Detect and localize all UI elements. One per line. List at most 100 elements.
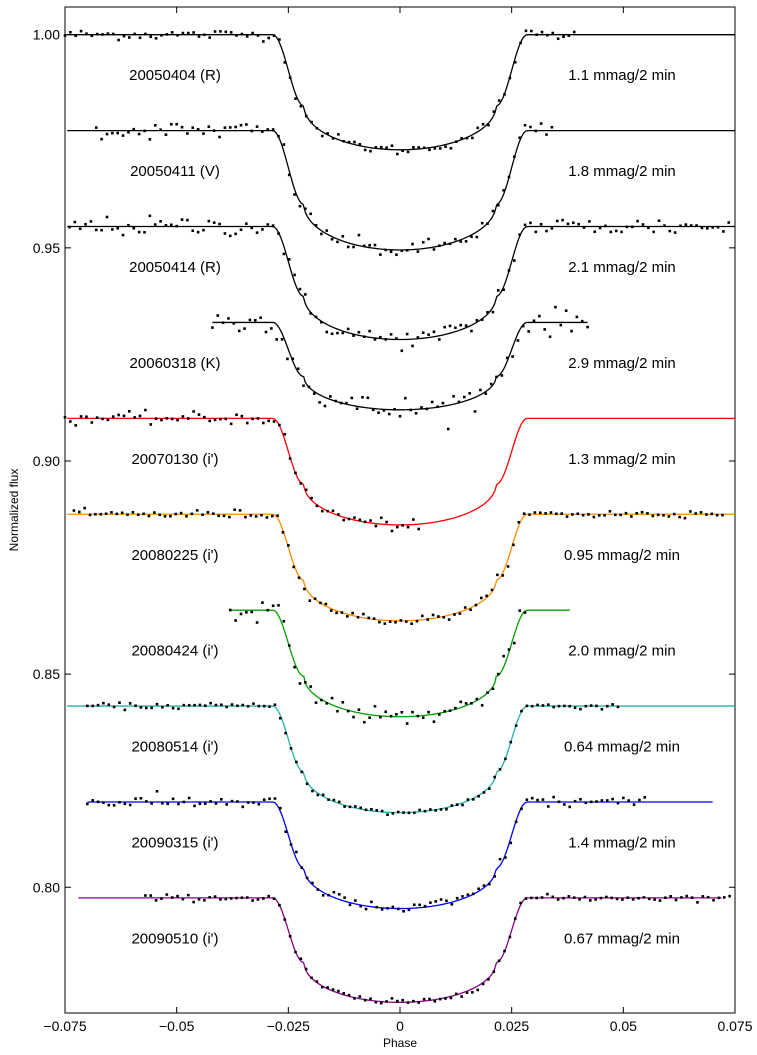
data-point [402, 811, 405, 814]
data-point [438, 997, 442, 1001]
data-point [573, 799, 577, 803]
data-point [165, 893, 169, 896]
data-point [631, 898, 635, 901]
model-curve [78, 897, 722, 1003]
data-point [519, 41, 522, 45]
data-point [564, 309, 568, 312]
data-point [122, 34, 126, 38]
data-point [556, 37, 560, 41]
data-point [373, 338, 377, 341]
data-point [490, 588, 494, 592]
data-point [268, 705, 271, 708]
series-date-label: 20090315 (i') [131, 834, 218, 851]
data-point [201, 513, 204, 517]
data-point [518, 136, 522, 140]
data-point [343, 896, 346, 899]
data-point [479, 596, 483, 600]
data-point [540, 896, 544, 899]
data-point [296, 367, 300, 371]
x-tick-label: 0.075 [717, 1018, 752, 1034]
data-point [667, 515, 671, 518]
data-point [727, 221, 731, 224]
data-point [224, 30, 228, 34]
data-point [288, 457, 292, 460]
data-point [722, 896, 726, 899]
data-point [453, 613, 456, 616]
data-point [270, 514, 274, 518]
model-curve [230, 609, 570, 718]
data-point [689, 224, 693, 227]
data-point [144, 408, 147, 412]
data-point [416, 250, 420, 253]
data-point [513, 917, 517, 920]
data-point [524, 29, 528, 33]
data-point [276, 514, 279, 517]
data-point [480, 318, 484, 321]
data-point [450, 903, 454, 906]
data-point [486, 691, 489, 694]
data-point [603, 514, 606, 517]
data-point [455, 803, 459, 807]
data-point [345, 401, 348, 405]
data-point [342, 991, 346, 995]
data-point [545, 229, 548, 233]
data-point [354, 805, 357, 808]
data-point [477, 794, 480, 798]
data-point [320, 320, 323, 324]
data-point [464, 702, 468, 705]
data-point [493, 875, 496, 878]
data-point [208, 36, 212, 39]
data-point [128, 702, 132, 705]
data-point [224, 897, 228, 901]
data-point [126, 513, 129, 516]
data-point [694, 512, 697, 515]
data-point [454, 326, 457, 330]
data-point [653, 898, 656, 901]
data-point [293, 193, 296, 196]
data-point [459, 700, 463, 704]
data-point [577, 222, 580, 226]
data-point [136, 513, 140, 516]
data-point [334, 399, 337, 403]
data-point [134, 704, 137, 708]
data-point [235, 34, 238, 37]
y-tick-label: 0.95 [33, 240, 60, 256]
data-point [118, 701, 121, 705]
data-point [74, 424, 78, 427]
data-point [342, 139, 346, 143]
data-point [245, 421, 249, 425]
data-point [565, 515, 569, 518]
data-point [331, 137, 335, 140]
data-point [493, 775, 496, 779]
data-point [277, 134, 280, 138]
data-point [374, 1000, 378, 1004]
data-point [281, 531, 285, 534]
data-point [401, 149, 404, 153]
data-point [411, 242, 414, 246]
data-point [278, 423, 281, 427]
data-point [251, 31, 254, 35]
data-point [498, 768, 502, 771]
data-point [647, 226, 650, 230]
data-point [142, 512, 145, 516]
data-point [182, 800, 186, 804]
data-point [191, 229, 195, 233]
data-point [370, 807, 373, 811]
data-point [131, 511, 135, 514]
data-point [304, 967, 308, 971]
data-point [476, 126, 480, 130]
data-point [352, 715, 355, 719]
data-point [552, 795, 555, 799]
data-point [179, 511, 183, 515]
data-point [466, 893, 470, 896]
data-point [337, 513, 340, 516]
data-point [439, 808, 443, 811]
data-point [610, 896, 614, 900]
data-point [267, 36, 270, 40]
data-point [482, 791, 486, 794]
data-point [411, 344, 414, 348]
data-point [379, 253, 382, 256]
data-point [330, 696, 334, 700]
data-point [273, 703, 277, 707]
data-point [658, 899, 662, 902]
